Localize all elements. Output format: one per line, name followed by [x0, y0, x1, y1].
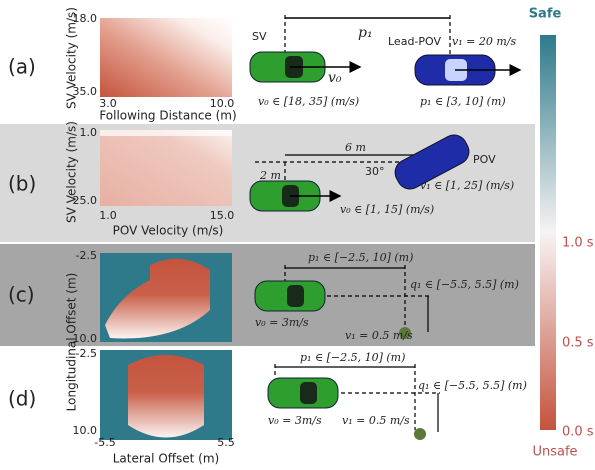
heatmap — [100, 130, 232, 136]
annotation: q₁ ∈ [−5.5, 5.5] (m) — [418, 379, 527, 392]
y-axis-label: SV Velocity (m/s) — [65, 121, 79, 223]
annotation: p₁ ∈ [3, 10] (m) — [420, 95, 506, 108]
x-tick-label: -5.5 — [94, 436, 115, 449]
figure: (a) (b) (c) (d) SV Velocity (m/s) SV Vel… — [0, 0, 595, 470]
x-axis-label: POV Velocity (m/s) — [113, 224, 224, 238]
y-tick-label: 35.0 — [73, 85, 98, 98]
annotation: v₁ = 0.5 m/s — [342, 414, 410, 427]
y-tick-label: 10.0 — [73, 332, 98, 345]
panel-label: (c) — [8, 283, 35, 307]
colorbar-tick-label: 0.5 s — [562, 336, 594, 351]
panel-label: (d) — [8, 387, 36, 411]
y-tick-label: -2.5 — [76, 347, 97, 360]
x-tick-label: 15.0 — [210, 209, 235, 222]
annotation: 2 m — [259, 169, 281, 182]
annotation: 6 m — [345, 141, 366, 154]
annotation: SV — [252, 30, 267, 43]
car-window — [300, 382, 317, 404]
y-tick-label: 18.0 — [73, 12, 98, 25]
heatmap — [100, 18, 232, 97]
annotation: v₁ = 20 m/s — [452, 35, 516, 48]
annotation: v₁ ∈ [1, 25] (m/s) — [420, 179, 514, 192]
annotation: v₀ = 3m/s — [268, 414, 322, 427]
colorbar-label: Unsafe — [532, 445, 577, 460]
annotation: v₁ = 0.5 m/s — [345, 329, 413, 342]
panel-label: (a) — [8, 55, 36, 79]
annotation: v₀ — [328, 70, 342, 86]
annotation: p₁ — [358, 25, 373, 41]
y-tick-label: 25.0 — [73, 194, 98, 207]
annotation: q₁ ∈ [−5.5, 5.5] (m) — [410, 278, 519, 291]
annotation: v₀ ∈ [18, 35] (m/s) — [258, 95, 359, 108]
colorbar-label: Safe — [529, 7, 562, 22]
annotation: p₁ ∈ [−2.5, 10] (m) — [300, 351, 405, 364]
y-tick-label: 1.0 — [80, 126, 98, 139]
x-axis-label: Following Distance (m) — [99, 109, 236, 123]
heatmap — [100, 130, 232, 206]
y-tick-label: -2.5 — [76, 249, 97, 262]
car-window — [287, 285, 304, 307]
x-axis-label: Lateral Offset (m) — [113, 452, 219, 466]
annotation: p₁ ∈ [−2.5, 10] (m) — [308, 251, 413, 264]
colorbar — [540, 35, 556, 430]
panel-label: (b) — [8, 172, 36, 196]
heatmap-region — [128, 355, 204, 438]
annotation: v₀ ∈ [1, 15] (m/s) — [340, 203, 434, 216]
colorbar-tick-label: 0.0 s — [562, 425, 594, 440]
pedestrian — [414, 428, 426, 440]
annotation: Lead-POV — [388, 35, 441, 48]
x-tick-label: 1.0 — [99, 209, 117, 222]
x-tick-label: 5.5 — [217, 436, 235, 449]
annotation: POV — [473, 153, 496, 166]
annotation: v₀ = 3m/s — [255, 316, 309, 329]
annotation: 30° — [365, 165, 385, 178]
colorbar-tick-label: 1.0 s — [562, 236, 594, 251]
